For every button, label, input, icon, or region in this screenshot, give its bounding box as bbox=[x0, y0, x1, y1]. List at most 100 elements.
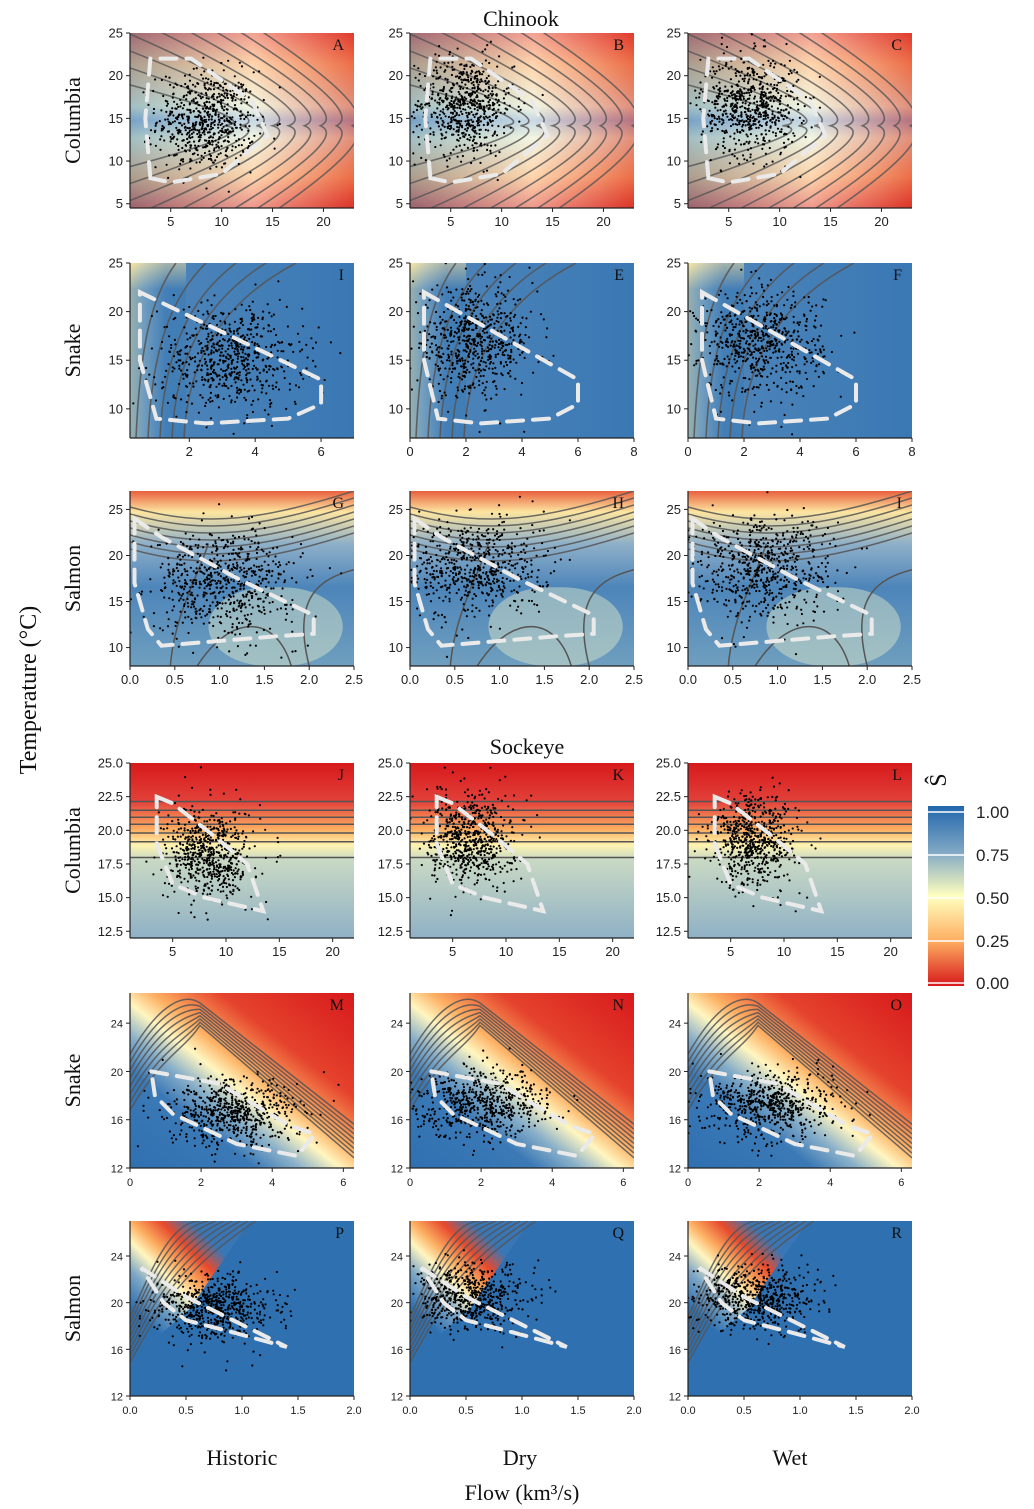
data-point bbox=[177, 105, 180, 108]
data-point bbox=[487, 129, 490, 132]
y-tick-label: 20 bbox=[389, 68, 403, 83]
data-point bbox=[247, 96, 250, 99]
data-point bbox=[410, 388, 413, 391]
data-point bbox=[166, 401, 169, 404]
data-point bbox=[753, 95, 757, 98]
data-point bbox=[247, 538, 250, 541]
y-tick-label: 15 bbox=[389, 111, 403, 126]
data-point bbox=[198, 612, 201, 616]
data-point bbox=[738, 342, 741, 345]
data-point bbox=[439, 128, 442, 131]
data-point bbox=[154, 166, 157, 169]
data-point bbox=[464, 572, 467, 575]
data-point bbox=[220, 334, 223, 337]
data-point bbox=[718, 81, 721, 84]
data-point bbox=[172, 86, 175, 89]
data-point bbox=[183, 122, 186, 125]
data-point bbox=[241, 594, 245, 597]
data-point bbox=[752, 74, 755, 77]
data-point bbox=[184, 581, 187, 584]
data-point bbox=[734, 72, 737, 75]
y-tick-label: 10 bbox=[109, 640, 123, 655]
data-point bbox=[172, 93, 175, 96]
data-point bbox=[777, 91, 780, 95]
data-point bbox=[465, 71, 468, 74]
data-point bbox=[209, 125, 212, 128]
data-point bbox=[306, 356, 309, 359]
data-point bbox=[760, 339, 763, 343]
data-point bbox=[231, 590, 234, 594]
data-point bbox=[767, 107, 771, 110]
data-point bbox=[787, 285, 790, 289]
data-point bbox=[796, 96, 799, 99]
data-point bbox=[240, 83, 243, 86]
data-point bbox=[510, 551, 514, 554]
data-point bbox=[509, 319, 512, 322]
data-point bbox=[189, 336, 192, 339]
data-point bbox=[527, 576, 530, 579]
data-point bbox=[491, 103, 495, 107]
data-point bbox=[202, 622, 205, 625]
data-point bbox=[184, 150, 188, 153]
data-point bbox=[736, 128, 739, 131]
data-point bbox=[188, 79, 192, 82]
data-point bbox=[211, 140, 214, 143]
data-point bbox=[200, 154, 203, 157]
data-point bbox=[436, 120, 439, 124]
data-point bbox=[258, 568, 261, 571]
data-point bbox=[167, 563, 170, 566]
data-point bbox=[481, 392, 484, 395]
data-point bbox=[463, 299, 466, 302]
data-point bbox=[250, 328, 253, 331]
data-point bbox=[699, 81, 702, 84]
data-point bbox=[199, 607, 202, 611]
data-point bbox=[194, 327, 197, 330]
data-point bbox=[226, 92, 229, 95]
data-point bbox=[792, 315, 795, 318]
data-point bbox=[746, 159, 749, 162]
data-point bbox=[787, 72, 791, 76]
data-point bbox=[385, 157, 387, 159]
data-point bbox=[238, 61, 241, 64]
data-point bbox=[232, 540, 235, 543]
data-point bbox=[469, 136, 472, 139]
data-point bbox=[449, 545, 452, 548]
data-point bbox=[430, 113, 433, 116]
data-point bbox=[272, 387, 275, 390]
data-point bbox=[215, 155, 219, 158]
data-point bbox=[305, 343, 308, 346]
data-point bbox=[503, 551, 506, 554]
x-tick-label: 10 bbox=[772, 214, 786, 229]
data-point bbox=[246, 390, 249, 393]
data-point bbox=[756, 309, 759, 312]
data-point bbox=[437, 369, 440, 372]
data-point bbox=[254, 530, 257, 533]
data-point bbox=[258, 522, 261, 525]
data-point bbox=[465, 63, 468, 66]
data-point bbox=[789, 90, 793, 93]
data-point bbox=[181, 572, 184, 575]
data-point bbox=[182, 588, 186, 591]
data-point bbox=[469, 575, 472, 578]
data-point bbox=[176, 103, 179, 106]
data-point bbox=[413, 64, 416, 67]
data-point bbox=[721, 315, 724, 318]
data-point bbox=[233, 536, 237, 540]
data-point bbox=[228, 373, 231, 376]
data-point bbox=[762, 102, 765, 105]
data-point bbox=[221, 122, 224, 125]
data-point bbox=[255, 551, 259, 555]
data-point bbox=[469, 384, 472, 387]
data-point bbox=[460, 320, 463, 323]
data-point bbox=[216, 554, 219, 557]
data-point bbox=[267, 324, 271, 327]
group-title-chinook: Chinook bbox=[483, 6, 559, 31]
data-point bbox=[300, 373, 303, 377]
data-point bbox=[509, 555, 512, 558]
data-point bbox=[765, 163, 768, 166]
data-point bbox=[717, 143, 720, 146]
data-point bbox=[771, 160, 774, 163]
data-point bbox=[491, 604, 494, 607]
data-point bbox=[404, 109, 406, 111]
data-point bbox=[761, 87, 764, 90]
